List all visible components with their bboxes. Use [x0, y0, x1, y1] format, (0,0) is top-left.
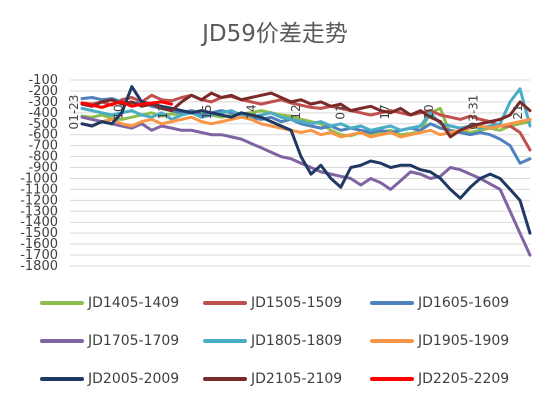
chart-title: JD59价差走势 [202, 21, 348, 47]
legend-label: JD1905-1909 [418, 333, 510, 349]
x-tick-label: 03-31 [467, 95, 481, 130]
legend-item: JD1505-1509 [203, 293, 342, 313]
series-line-jd1705-1709 [80, 115, 532, 257]
series-line-jd2105-2109 [80, 91, 532, 139]
legend-swatch [370, 339, 414, 343]
y-tick-label: -1200 [20, 193, 58, 208]
x-tick-label: 17 [378, 104, 392, 119]
y-tick-label: -1100 [20, 182, 58, 197]
y-tick-label: -1400 [20, 215, 58, 230]
y-tick-label: -1600 [20, 237, 58, 252]
legend-swatch [203, 339, 247, 343]
legend-item: JD2005-2009 [40, 369, 179, 389]
legend-swatch [40, 377, 84, 381]
legend-item: JD1405-1409 [40, 293, 179, 313]
y-tick-label: -1800 [20, 259, 58, 274]
y-tick-label: -600 [28, 128, 58, 143]
x-tick-label: 01 [333, 104, 347, 119]
y-axis-ticks: -100-200-300-400-500-600-700-800-900-100… [20, 73, 58, 274]
y-tick-label: -1000 [20, 171, 58, 186]
legend-item: JD1605-1609 [370, 293, 509, 313]
y-tick-label: -700 [28, 139, 58, 154]
y-tick-label: -100 [28, 73, 58, 88]
x-tick-label: 12 [289, 104, 303, 119]
series-line-jd1905-1909 [80, 115, 532, 139]
y-tick-label: -300 [28, 95, 58, 110]
legend-swatch [370, 377, 414, 381]
legend-label: JD1705-1709 [88, 333, 180, 349]
legend-label: JD2105-2109 [251, 371, 343, 387]
series-lines [80, 85, 532, 257]
legend-label: JD1505-1509 [251, 295, 343, 311]
legend-swatch [203, 377, 247, 381]
legend-swatch [203, 301, 247, 305]
y-tick-label: -900 [28, 161, 58, 176]
legend-swatch [370, 301, 414, 305]
x-tick-label: 11 [156, 104, 170, 119]
legend-label: JD1805-1809 [251, 333, 343, 349]
x-axis-ticks: 01-23 10 11 15 14 12 01 17 10 03-31 21 [67, 95, 525, 130]
x-tick-label: 14 [245, 104, 259, 119]
legend-label: JD1405-1409 [88, 295, 180, 311]
legend-item: JD1905-1909 [370, 331, 509, 351]
y-tick-label: -1700 [20, 248, 58, 263]
x-tick-label: 10 [111, 104, 125, 119]
legend-label: JD2205-2209 [418, 371, 510, 387]
series-line-jd1505-1509 [80, 93, 532, 152]
legend-swatch [40, 339, 84, 343]
x-tick-label: 10 [422, 104, 436, 119]
legend-label: JD2005-2009 [88, 371, 180, 387]
series-line-jd2205-2209 [80, 100, 174, 109]
x-tick-label: 21 [511, 104, 525, 119]
y-tick-label: -500 [28, 117, 58, 132]
legend-item: JD1705-1709 [40, 331, 179, 351]
line-chart: -100-200-300-400-500-600-700-800-900-100… [20, 73, 532, 274]
y-tick-label: -1500 [20, 226, 58, 241]
legend-item: JD2205-2209 [370, 369, 509, 389]
legend-item: JD1805-1809 [203, 331, 342, 351]
y-tick-label: -800 [28, 150, 58, 165]
series-line-jd1805-1809 [80, 87, 532, 132]
y-tick-label: -1300 [20, 204, 58, 219]
legend-swatch [40, 301, 84, 305]
legend-item: JD2105-2109 [203, 369, 342, 389]
y-tick-label: -400 [28, 106, 58, 121]
y-tick-label: -200 [28, 84, 58, 99]
legend-label: JD1605-1609 [418, 295, 510, 311]
x-tick-label: 01-23 [67, 95, 81, 130]
x-tick-label: 15 [200, 104, 214, 119]
